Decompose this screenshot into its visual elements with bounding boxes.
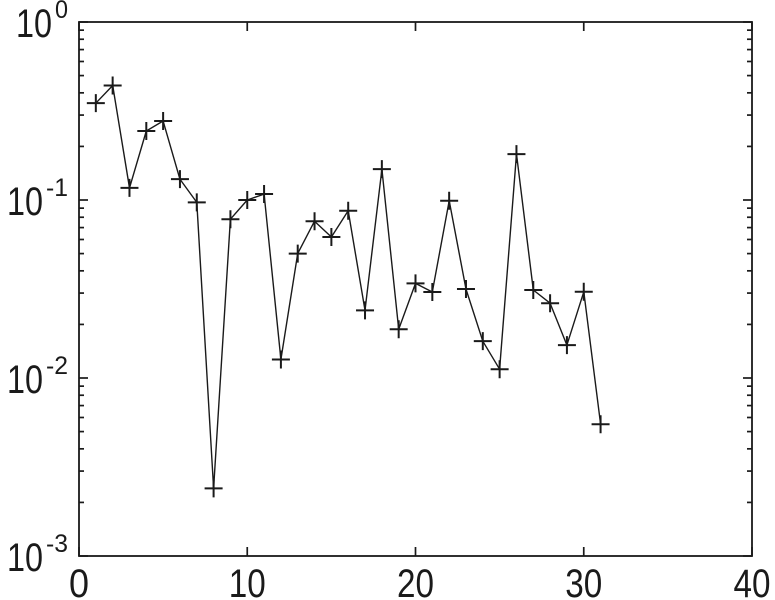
axes-box <box>78 21 753 557</box>
data-point-marker <box>557 336 576 355</box>
data-point-marker <box>137 122 156 141</box>
data-point-marker <box>103 76 122 95</box>
data-point-marker <box>271 350 290 369</box>
y-tick-label: 10 0 <box>16 0 68 46</box>
data-point-marker <box>541 294 560 313</box>
data-point-marker <box>574 282 593 301</box>
data-point-marker <box>524 281 543 300</box>
data-point-marker <box>440 191 459 210</box>
x-tick-label: 40 <box>734 562 771 600</box>
y-tick-label: 10 -1 <box>7 174 68 224</box>
data-point-marker <box>154 111 173 130</box>
data-point-marker <box>473 332 492 351</box>
data-point-marker <box>120 178 139 197</box>
y-tick-label: 10 -2 <box>7 352 68 402</box>
data-point-marker <box>339 201 358 220</box>
data-point-marker <box>490 360 509 379</box>
data-point-marker <box>423 283 442 302</box>
data-point-marker <box>170 170 189 189</box>
data-point-marker <box>288 244 307 263</box>
x-tick-label: 20 <box>397 562 434 600</box>
data-point-marker <box>507 145 526 164</box>
data-point-marker <box>591 415 610 434</box>
data-point-marker <box>322 227 341 246</box>
x-tick-label: 10 <box>229 562 266 600</box>
data-point-marker <box>204 479 223 498</box>
x-tick-label: 0 <box>69 562 89 600</box>
data-point-marker <box>187 193 206 212</box>
data-point-marker <box>356 301 375 320</box>
data-point-marker <box>305 212 324 231</box>
data-point-marker <box>221 210 240 229</box>
data-point-marker <box>372 160 391 179</box>
data-point-marker <box>456 280 475 299</box>
data-point-marker <box>86 94 105 113</box>
data-point-marker <box>238 191 257 209</box>
x-tick-label: 30 <box>565 562 602 600</box>
data-point-marker <box>406 274 425 293</box>
data-point-marker <box>255 185 274 204</box>
data-point-marker <box>389 320 408 339</box>
y-tick-label: 10 -3 <box>7 530 68 580</box>
